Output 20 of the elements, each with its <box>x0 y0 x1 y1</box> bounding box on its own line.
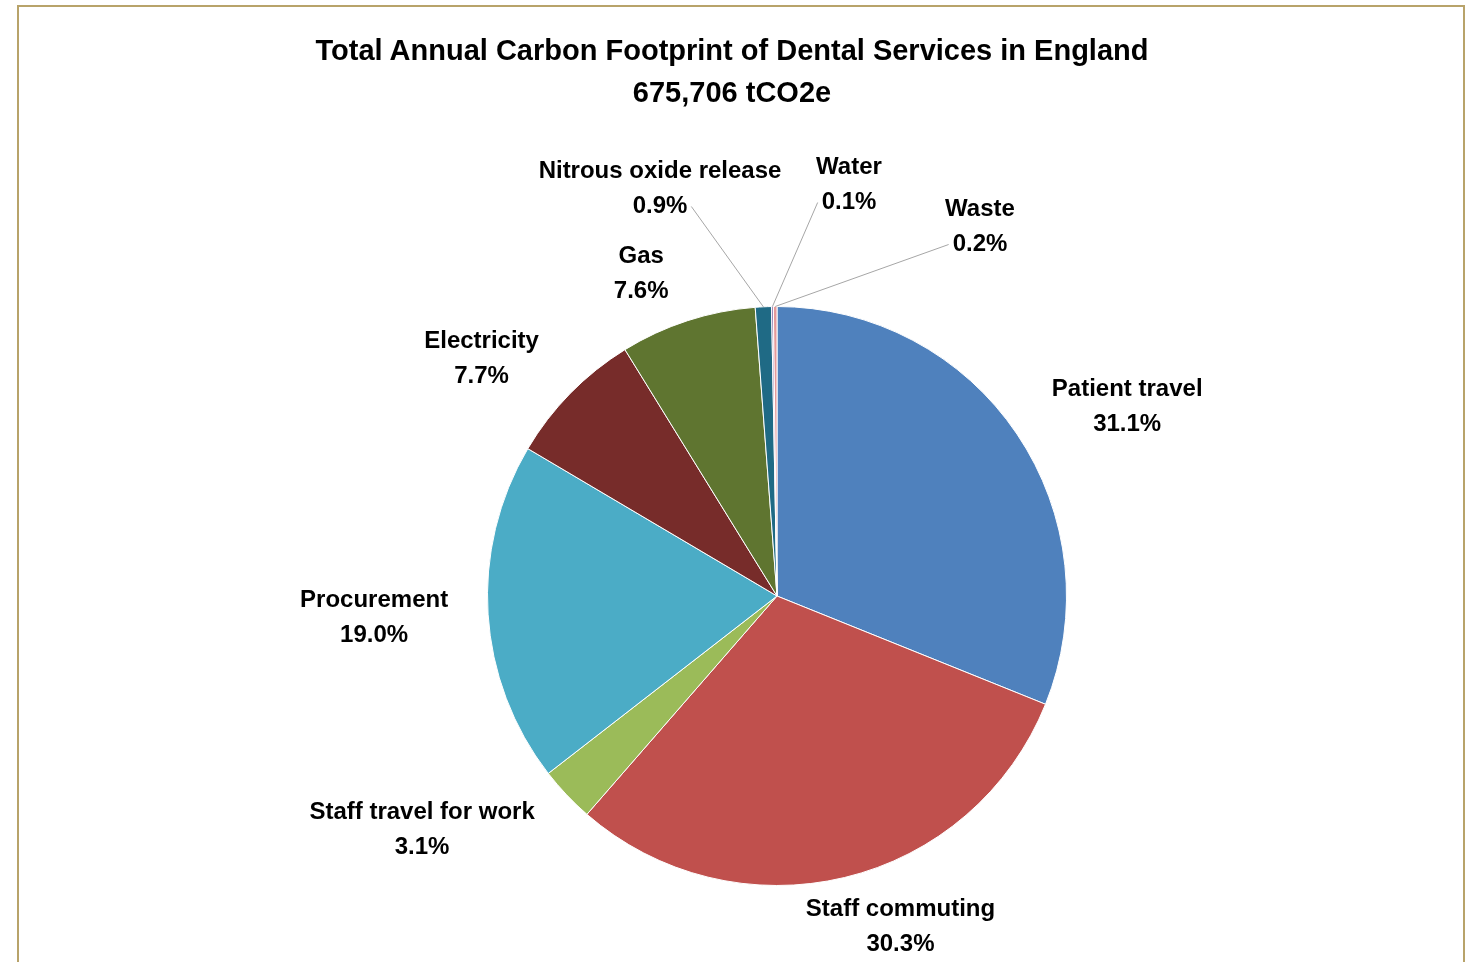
slice-label: Gas <box>618 240 664 268</box>
slice-label: Water <box>816 152 882 180</box>
slice-label: Staff travel for work <box>309 796 536 824</box>
data-label: 0.1% <box>821 187 877 215</box>
data-label: 0.9% <box>632 191 688 219</box>
data-label: 7.7% <box>454 360 509 388</box>
data-label: 30.3% <box>866 928 935 956</box>
slice-label: Patient travel <box>1051 373 1203 401</box>
data-label: 3.1% <box>394 831 450 859</box>
data-label: 31.1% <box>1093 408 1162 436</box>
data-label: 0.2% <box>952 229 1008 257</box>
chart-subtitle: 675,706 tCO2e <box>632 76 832 108</box>
chart-title: Total Annual Carbon Footprint of Dental Services in England <box>315 34 1149 66</box>
slice-label: Staff commuting <box>805 893 996 921</box>
slice-label: Waste <box>945 194 1015 222</box>
data-label: 19.0% <box>340 619 409 647</box>
slice-label: Procurement <box>300 584 449 612</box>
slice-label: Nitrous oxide release <box>538 156 782 184</box>
slice-label: Electricity <box>424 325 540 353</box>
data-label: 7.6% <box>613 275 669 303</box>
